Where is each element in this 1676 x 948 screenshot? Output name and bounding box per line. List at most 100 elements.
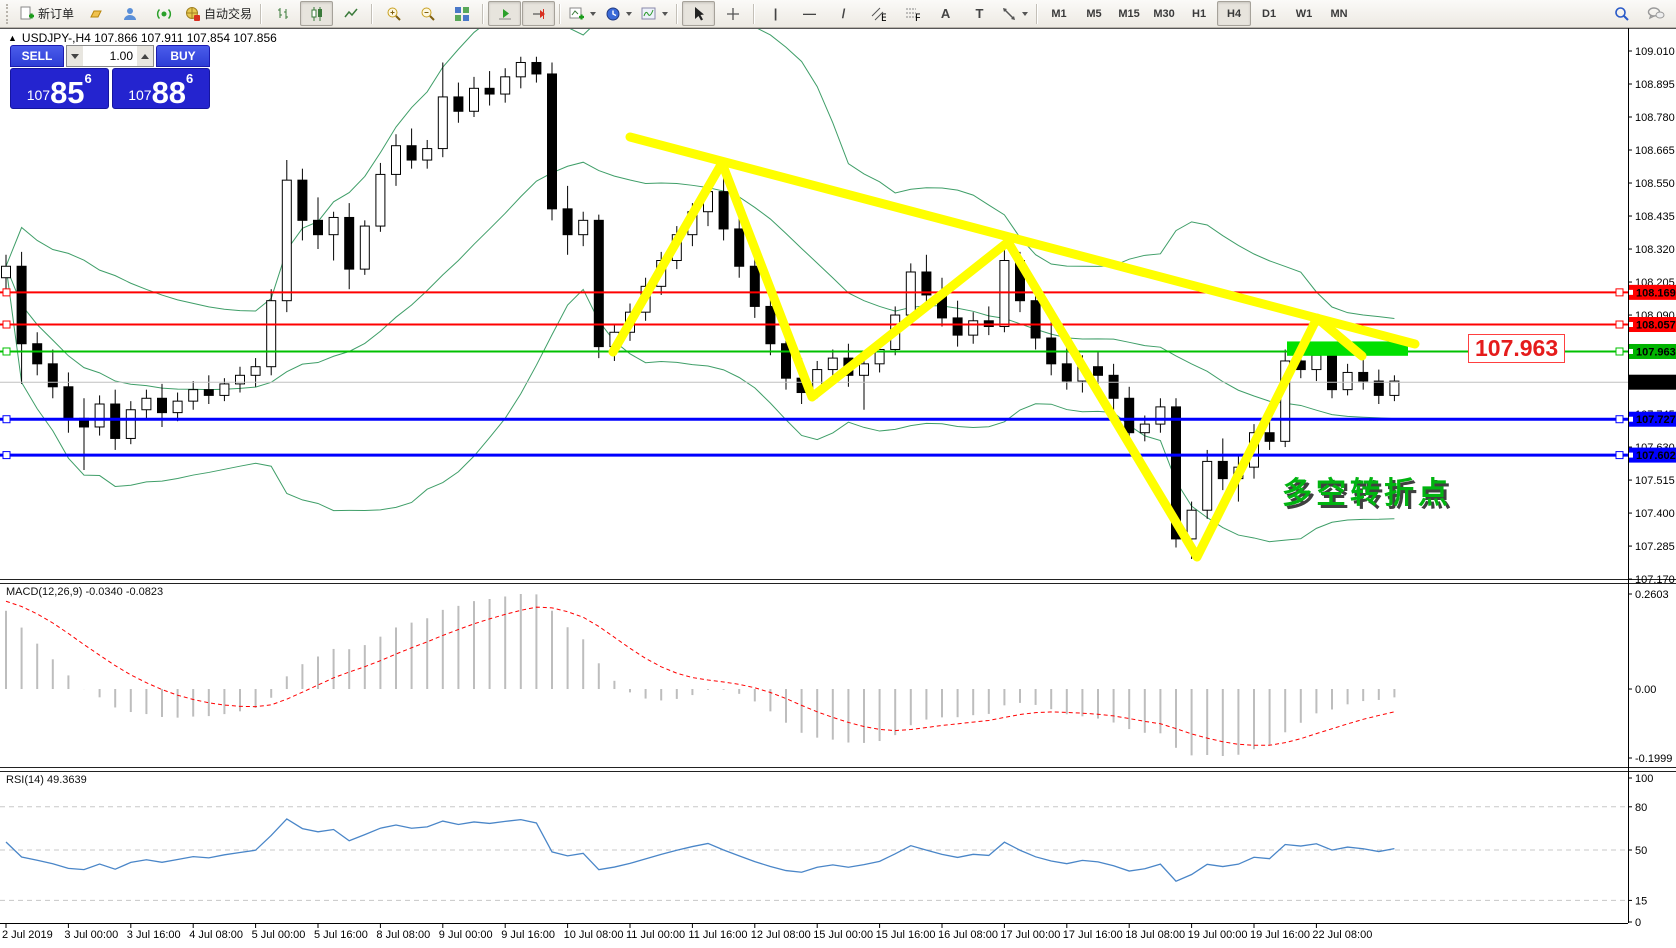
arrows-tool-button[interactable] [997, 1, 1032, 26]
horizontal-line-tool-button[interactable]: — [793, 1, 826, 26]
chat-button[interactable] [1639, 1, 1672, 26]
zoom-out-icon [421, 7, 435, 21]
auto-trading-icon [186, 6, 201, 21]
chart-canvas[interactable]: 109.010 108.895 108.780 108.665 108.550 108.4… [0, 28, 1676, 948]
candle [94, 403, 105, 428]
crosshair-tool-button[interactable] [716, 1, 749, 26]
new-chart-button[interactable] [565, 1, 600, 26]
candle [250, 366, 261, 376]
timeframe-h4-button[interactable]: H4 [1217, 1, 1252, 26]
search-button[interactable] [1605, 1, 1638, 26]
timeframe-w1-button[interactable]: W1 [1295, 7, 1313, 20]
price-callout[interactable]: 107.963 [1468, 334, 1566, 363]
arrows-icon [1003, 7, 1016, 20]
volume-increase-button[interactable] [137, 46, 153, 66]
timeframe-m30-button[interactable]: M30 [1153, 7, 1175, 20]
period-button[interactable] [601, 1, 636, 26]
zoom-in-button[interactable] [377, 1, 410, 26]
toolbar-separator [1036, 3, 1039, 24]
chart-shift-button[interactable] [522, 1, 556, 26]
candle [827, 357, 838, 371]
candle [578, 219, 589, 236]
auto-trading-label: 自动交易 [204, 7, 253, 21]
candle [1280, 360, 1291, 442]
timeframe-h1-button[interactable]: H1 [1192, 7, 1207, 20]
template-button[interactable] [637, 1, 672, 26]
svg-text:15: 15 [1635, 895, 1647, 907]
fibonacci-tool-button[interactable]: F [895, 1, 928, 26]
svg-text:5 Jul 16:00: 5 Jul 16:00 [314, 929, 368, 941]
timeframe-group: M1 M5 M15 M30 H1 H4 D1 W1 MN [1042, 1, 1356, 26]
chart-title: ▲ USDJPY-,H4 107.866 107.911 107.854 107… [8, 31, 277, 45]
buy-button[interactable]: BUY [156, 45, 210, 67]
volume-decrease-button[interactable] [67, 46, 83, 66]
bar-chart-mode-button[interactable] [266, 1, 299, 26]
horizontal-line-icon: — [803, 6, 817, 21]
candle [874, 348, 885, 365]
svg-text:108.550: 108.550 [1635, 178, 1675, 190]
candle [968, 320, 979, 336]
label-tool-button[interactable]: T [963, 1, 996, 26]
svg-text:107.727: 107.727 [1636, 414, 1676, 426]
svg-text:3 Jul 00:00: 3 Jul 00:00 [64, 929, 118, 941]
arrows-caret-icon [1022, 11, 1029, 16]
signals-button[interactable] [147, 1, 180, 26]
volume-stepper [66, 45, 154, 67]
candlestick-mode-button[interactable] [300, 1, 334, 26]
sell-button[interactable]: SELL [10, 45, 64, 67]
candle [172, 400, 183, 414]
sell-price-pip: 6 [84, 71, 92, 86]
auto-trading-button[interactable]: 自动交易 [181, 1, 256, 26]
svg-text:80: 80 [1635, 802, 1647, 814]
svg-text:17 Jul 00:00: 17 Jul 00:00 [1000, 929, 1060, 941]
bollinger-bands [5, 28, 1395, 543]
candlestick-icon [311, 6, 322, 21]
timeframe-m5-button[interactable]: M5 [1086, 7, 1102, 20]
candle [500, 76, 511, 95]
candle [531, 61, 542, 75]
text-tool-button[interactable]: A [929, 1, 962, 26]
line-chart-mode-button[interactable] [334, 1, 367, 26]
svg-text:12 Jul 08:00: 12 Jul 08:00 [751, 929, 811, 941]
decrease-icon [71, 53, 79, 59]
candle [781, 343, 791, 379]
sell-price-panel[interactable]: 107 85 6 [10, 68, 109, 109]
timeframe-d1-button[interactable]: D1 [1262, 7, 1277, 20]
candle [219, 383, 230, 396]
trend-line-objects[interactable] [608, 132, 1420, 562]
new-order-button[interactable]: 新订单 [15, 1, 78, 26]
toolbar-grip[interactable] [6, 3, 12, 24]
timeframe-m1-button[interactable]: M1 [1051, 7, 1067, 20]
turning-point-label[interactable]: 多空转折点 [1282, 476, 1452, 511]
trendline-tool-button[interactable]: / [827, 1, 860, 26]
svg-text:107.602: 107.602 [1636, 450, 1676, 462]
crosshair-icon [726, 7, 739, 20]
zoom-in-icon [387, 7, 401, 21]
svg-text:4 Jul 08:00: 4 Jul 08:00 [189, 929, 243, 941]
svg-text:E: E [881, 12, 886, 22]
vertical-line-tool-button[interactable]: | [759, 1, 792, 26]
collapse-icon[interactable]: ▲ [8, 33, 17, 43]
toolbar: 新订单 自动交易 [0, 0, 1676, 28]
timeframe-mn-button[interactable]: MN [1330, 7, 1348, 20]
market-watch-button[interactable] [79, 1, 112, 26]
svg-text:108.169: 108.169 [1636, 287, 1676, 299]
auto-scroll-button[interactable] [488, 1, 522, 26]
pane-separator-rsi[interactable] [0, 766, 1676, 771]
volume-input[interactable] [83, 46, 137, 66]
chart-title-text: USDJPY-,H4 107.866 107.911 107.854 107.8… [21, 31, 277, 45]
pane-separator-macd[interactable] [0, 578, 1676, 583]
buy-price-panel[interactable]: 107 88 6 [111, 68, 210, 109]
zoom-out-button[interactable] [411, 1, 444, 26]
terminal-button[interactable] [113, 1, 146, 26]
candle [1327, 354, 1337, 391]
candle [266, 300, 277, 368]
channel-tool-button[interactable]: E [861, 1, 894, 26]
candle [47, 363, 58, 388]
candle [1030, 300, 1041, 339]
cursor-tool-button[interactable] [682, 1, 716, 26]
tile-windows-button[interactable] [445, 1, 478, 26]
timeframe-m15-button[interactable]: M15 [1118, 7, 1140, 20]
